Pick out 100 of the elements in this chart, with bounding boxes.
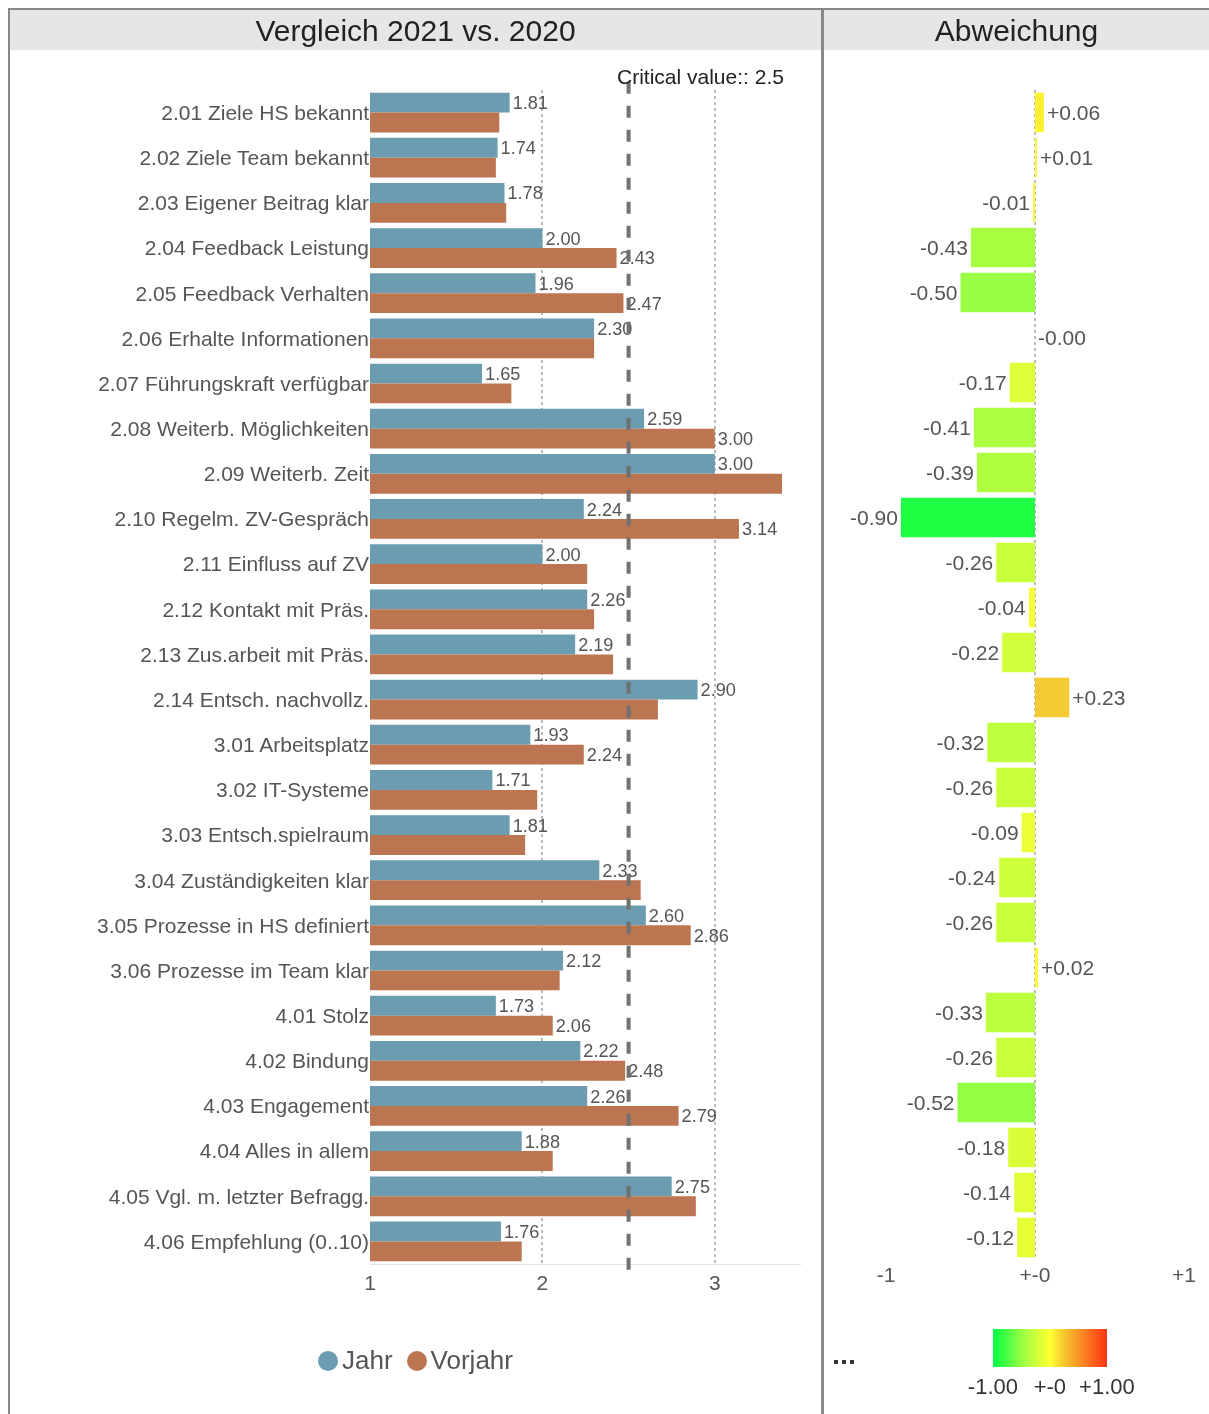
data-label: 2.00 <box>545 228 581 249</box>
data-label: 2.12 <box>566 951 602 972</box>
bar <box>1021 812 1035 853</box>
data-label: -0.12 <box>966 1226 1015 1249</box>
ref-line-label: Critical value:: 2.5 <box>617 65 784 88</box>
data-label: +0.01 <box>1040 146 1094 169</box>
data-label: 2.60 <box>648 905 685 926</box>
data-label: -0.50 <box>909 281 958 304</box>
chart-title: Vergleich 2021 vs. 2020 <box>10 10 821 50</box>
y-tick-label: 2.06 Erhalte Informationen <box>121 326 369 350</box>
bar <box>970 227 1035 268</box>
x-tick-label: 1 <box>364 1271 376 1295</box>
data-label: -0.00 <box>1038 326 1086 349</box>
y-tick-label: 4.02 Bindung <box>245 1049 369 1073</box>
y-tick-label: 3.04 Zuständigkeiten klar <box>134 868 370 892</box>
data-label: -0.32 <box>936 731 985 754</box>
data-label: 2.79 <box>681 1106 717 1127</box>
data-label: 1.76 <box>504 1221 540 1242</box>
data-label: 1.81 <box>512 93 548 114</box>
bar <box>1035 677 1070 718</box>
y-tick-label: 2.10 Regelm. ZV-Gespräch <box>114 507 369 531</box>
data-label: 2.19 <box>578 634 614 655</box>
data-label: -0.90 <box>850 506 898 529</box>
bar <box>985 992 1035 1033</box>
data-label: 1.78 <box>507 183 543 204</box>
y-tick-label: 2.08 Weiterb. Möglichkeiten <box>110 417 369 440</box>
data-label: -0.26 <box>945 1046 994 1069</box>
data-label: -0.33 <box>934 1001 983 1024</box>
bar <box>996 1037 1035 1078</box>
bar <box>1035 92 1044 133</box>
data-label: -0.18 <box>957 1136 1006 1159</box>
data-label: -0.26 <box>945 776 994 799</box>
data-label: -0.39 <box>926 461 974 484</box>
x-tick-label: 3 <box>708 1271 721 1295</box>
data-label: -0.52 <box>906 1091 955 1114</box>
data-label: -0.24 <box>948 866 997 889</box>
data-label: 1.65 <box>485 364 521 385</box>
y-tick-label: 4.04 Alles in allem <box>199 1139 369 1163</box>
x-tick-label: +-0 <box>1019 1263 1051 1286</box>
bar <box>960 272 1035 313</box>
y-tick-label: 2.07 Führungskraft verfügbar <box>98 371 369 395</box>
color-bar-label: -1.00 <box>967 1373 1018 1399</box>
color-bar-label: +1.00 <box>1079 1373 1135 1399</box>
data-label: 1.71 <box>495 770 531 791</box>
data-label: 2.90 <box>700 680 736 701</box>
data-label: 2.86 <box>693 925 729 946</box>
y-tick-label: 2.12 Kontakt mit Präs. <box>162 597 369 621</box>
data-label: -0.41 <box>923 416 971 439</box>
color-bar-label: +-0 <box>1033 1373 1067 1399</box>
data-label: 2.26 <box>590 589 626 610</box>
data-label: 1.73 <box>498 996 535 1017</box>
data-label: 2.75 <box>674 1176 710 1197</box>
data-label: 2.22 <box>583 1041 619 1062</box>
y-tick-label: 2.13 Zus.arbeit mit Präs. <box>140 642 369 666</box>
y-tick-label: 3.03 Entsch.spielraum <box>161 823 369 847</box>
data-label: 3.00 <box>717 429 754 450</box>
y-tick-label: 2.05 Feedback Verhalten <box>135 281 369 305</box>
bar <box>900 497 1035 538</box>
data-label: 1.74 <box>500 138 536 159</box>
bar <box>1002 632 1035 673</box>
data-label: 1.81 <box>512 815 548 836</box>
data-label: 3.00 <box>717 454 754 475</box>
data-label: 2.24 <box>586 499 623 520</box>
bar <box>957 1082 1035 1123</box>
data-label: 2.24 <box>586 745 623 766</box>
data-label: 2.59 <box>647 409 683 430</box>
y-tick-label: 3.06 Prozesse im Team klar <box>110 958 369 982</box>
y-tick-label: 4.03 Engagement <box>203 1094 370 1118</box>
legend-label: Vorjahr <box>430 1345 513 1376</box>
y-tick-label: 2.03 Eigener Beitrag klar <box>137 191 369 215</box>
bar <box>1035 947 1038 988</box>
data-label: -0.26 <box>945 551 994 574</box>
bar <box>1008 1127 1035 1168</box>
bar <box>973 407 1035 448</box>
data-label: +0.23 <box>1072 686 1126 709</box>
data-label: +0.02 <box>1040 956 1095 979</box>
data-label: 2.43 <box>619 248 655 269</box>
data-label: 2.06 <box>555 1016 592 1037</box>
y-tick-label: 2.14 Entsch. nachvollz. <box>153 687 369 711</box>
bar <box>996 767 1035 808</box>
bar <box>976 452 1035 493</box>
x-tick-label: +1 <box>1172 1263 1196 1286</box>
y-tick-label: 3.01 Arbeitsplatz <box>213 733 369 757</box>
x-tick-label: -1 <box>876 1263 896 1286</box>
y-tick-label: 3.05 Prozesse in HS definiert <box>97 913 370 937</box>
data-label: -0.14 <box>962 1181 1012 1204</box>
y-tick-label: 2.04 Feedback Leistung <box>144 236 369 260</box>
bar <box>996 542 1035 583</box>
bar <box>1029 587 1035 628</box>
y-tick-label: 2.11 Einfluss auf ZV <box>182 552 369 576</box>
bar <box>1017 1217 1035 1258</box>
data-label: 3.14 <box>741 519 778 540</box>
data-label: -0.43 <box>920 236 968 259</box>
data-label: -0.09 <box>970 821 1019 844</box>
y-tick-label: 4.01 Stolz <box>275 1004 369 1027</box>
data-label: -0.26 <box>945 911 994 934</box>
data-label: 1.96 <box>538 273 574 294</box>
data-label: +0.06 <box>1046 101 1101 124</box>
data-label: 2.26 <box>590 1086 626 1107</box>
data-label: 2.33 <box>602 860 638 881</box>
